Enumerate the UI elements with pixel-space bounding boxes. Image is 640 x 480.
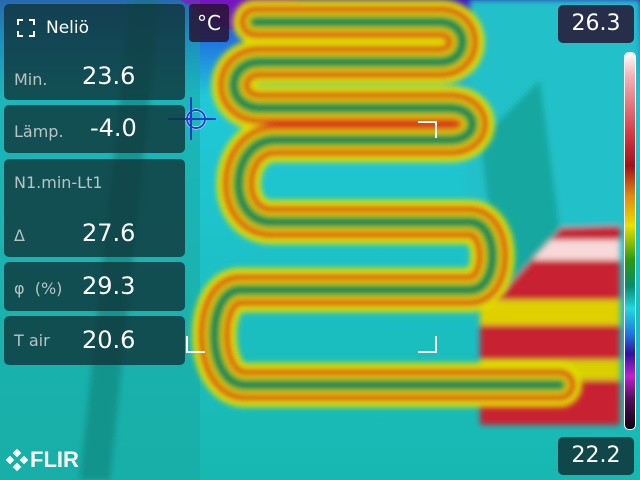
humidity-panel[interactable]: φ (%) 29.3: [4, 262, 185, 311]
temp-value: -4.0: [90, 114, 137, 142]
temperature-panel[interactable]: Lämp. -4.0: [4, 105, 185, 153]
delta-label: Δ: [14, 226, 25, 245]
min-label: Min.: [14, 70, 48, 89]
difference-title: N1.min-Lt1: [14, 173, 103, 192]
air-temp-panel[interactable]: T air 20.6: [4, 316, 185, 365]
air-label: T air: [14, 331, 50, 350]
color-scale-bar: [624, 52, 636, 430]
min-value: 23.6: [82, 62, 136, 90]
humidity-value: 29.3: [82, 272, 136, 300]
scale-max[interactable]: 26.3: [558, 5, 634, 43]
measurement-box-panel[interactable]: Neliö Min. 23.6: [4, 4, 185, 100]
scale-min[interactable]: 22.2: [558, 437, 634, 475]
flir-logo: FLIR: [6, 447, 79, 473]
delta-value: 27.6: [82, 219, 136, 247]
humidity-label: φ (%): [14, 279, 63, 298]
dashed-square-icon: [17, 19, 35, 37]
measurement-title: Neliö: [46, 18, 90, 38]
flir-diamond-icon: [6, 449, 28, 471]
temp-label: Lämp.: [14, 122, 64, 141]
difference-panel[interactable]: N1.min-Lt1 Δ 27.6: [4, 159, 185, 257]
unit-button[interactable]: °C: [189, 4, 229, 42]
air-value: 20.6: [82, 326, 136, 354]
